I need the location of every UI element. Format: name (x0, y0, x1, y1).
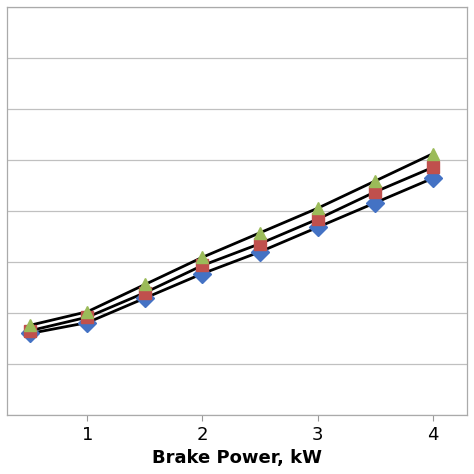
X-axis label: Brake Power, kW: Brake Power, kW (152, 449, 322, 467)
